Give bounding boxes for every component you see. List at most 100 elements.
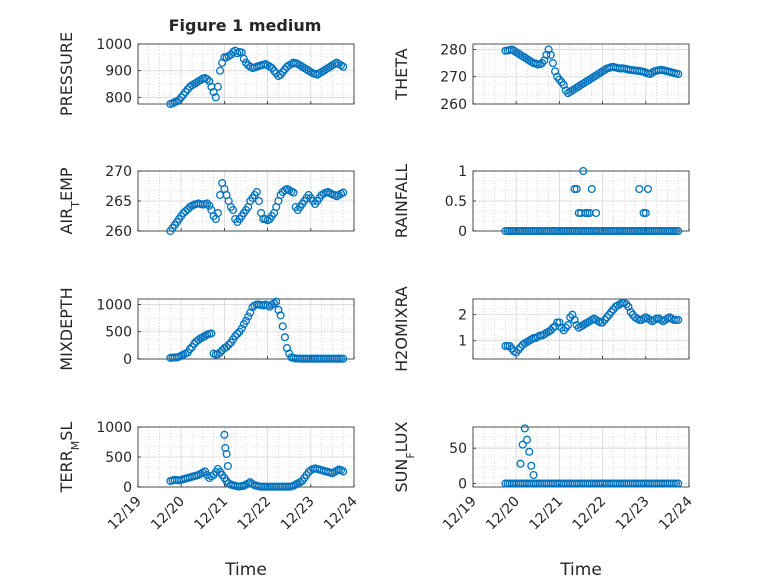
data-point: [222, 449, 231, 459]
data-point: [563, 321, 573, 330]
data-point: [276, 311, 285, 320]
data-point: [209, 87, 218, 97]
data-point: [254, 196, 264, 206]
y-tick-label: 0: [123, 352, 132, 368]
data-point: [220, 430, 229, 439]
data-point: [216, 66, 225, 75]
data-point: [244, 312, 253, 321]
axes-box: [137, 426, 355, 488]
data-point: [643, 184, 653, 194]
data-point: [285, 349, 294, 358]
data-point: [252, 187, 261, 197]
x-tick-label: 12/21: [526, 494, 566, 534]
x-tick-label: 12/20: [148, 494, 188, 534]
data-point: [289, 188, 298, 197]
axes-box: [137, 170, 355, 232]
data-point: [516, 459, 525, 468]
axes-box: [137, 298, 355, 360]
axes-box: [472, 43, 690, 105]
subplot-8: 0 50 SUNFLUX 12/19 12/20 12/21 12/22 12/23 12/24…: [392, 421, 696, 580]
y-tick-label: 0.5: [445, 194, 467, 210]
x-tick-label: 12/22: [235, 494, 275, 534]
data-point: [280, 333, 289, 342]
data-point: [579, 166, 588, 176]
data-point: [239, 54, 248, 63]
data-point: [587, 184, 596, 194]
subplot-4: 0 0.5 1 RAINFALL: [392, 164, 690, 240]
y-tick-label: 260: [105, 224, 132, 240]
data-point: [592, 208, 601, 218]
y-tick-label: 0: [123, 480, 132, 496]
data-point: [674, 69, 683, 79]
data-point: [278, 322, 287, 331]
data-point: [223, 461, 232, 471]
data-point: [270, 299, 279, 308]
data-point: [216, 348, 225, 357]
data-point: [185, 345, 194, 354]
data-point: [222, 342, 231, 352]
x-tick-label: 12/22: [570, 494, 610, 534]
y-tick-label: 0: [458, 476, 467, 492]
y-axis-label: SUNFLUX: [392, 421, 417, 492]
y-tick-label: 1000: [96, 420, 132, 436]
y-tick-label: 260: [440, 97, 467, 113]
x-tick-label: 12/19: [105, 494, 145, 534]
y-tick-label: 500: [105, 325, 132, 341]
data-point: [522, 435, 532, 444]
data-point: [555, 318, 564, 327]
y-tick-label: 2: [458, 308, 467, 324]
x-tick-label: 12/21: [191, 494, 231, 534]
data-point: [518, 440, 527, 449]
y-axis-label: TERRMSL: [57, 422, 82, 494]
y-tick-label: 500: [105, 450, 132, 466]
y-axis-label: THETA: [392, 48, 411, 100]
y-tick-label: 265: [105, 194, 132, 210]
data-point: [674, 479, 683, 488]
data-point: [241, 316, 251, 325]
data-point: [228, 205, 238, 215]
data-point: [213, 82, 222, 91]
data-point: [568, 310, 577, 319]
data-point: [181, 207, 190, 216]
data-point: [529, 470, 538, 480]
x-tick-label: 12/23: [278, 494, 318, 534]
data-point: [272, 297, 281, 306]
subplot-6: 1 2 H2OMIXRA: [392, 286, 690, 372]
y-tick-label: 1: [458, 164, 467, 180]
data-point: [546, 50, 555, 59]
data-point: [224, 340, 233, 349]
y-axis-label: PRESSURE: [57, 32, 76, 116]
x-tick-label: 12/23: [613, 494, 653, 534]
y-tick-label: 1: [458, 334, 467, 350]
y-tick-label: 270: [440, 70, 467, 86]
data-point: [674, 315, 683, 324]
data-point: [339, 188, 348, 197]
data-point: [548, 59, 557, 68]
data-point: [203, 75, 212, 84]
data-point: [205, 201, 214, 210]
y-axis-label: H2OMIXRA: [392, 286, 411, 372]
data-point: [624, 302, 633, 311]
figure-title: Figure 1 medium: [169, 16, 322, 35]
data-point: [237, 324, 246, 333]
y-tick-label: 1000: [96, 297, 132, 313]
data-point: [233, 329, 242, 338]
data-point: [674, 226, 683, 236]
data-point: [635, 184, 644, 194]
x-tick-label: 12/24: [321, 493, 361, 533]
data-point: [339, 467, 348, 476]
data-point: [641, 208, 650, 218]
y-axis-label: RAINFALL: [392, 164, 411, 239]
y-tick-label: 50: [449, 441, 467, 457]
data-point: [637, 226, 646, 236]
data-point: [231, 332, 240, 341]
y-tick-label: 0: [458, 224, 467, 240]
subplot-2: 260 270 280 THETA: [392, 42, 690, 113]
x-axis-label: Time: [224, 560, 267, 580]
data-point: [520, 424, 529, 433]
data-point: [207, 329, 216, 338]
data-point: [339, 62, 348, 71]
x-tick-label: 12/19: [440, 494, 480, 534]
axes-box: [472, 298, 690, 360]
